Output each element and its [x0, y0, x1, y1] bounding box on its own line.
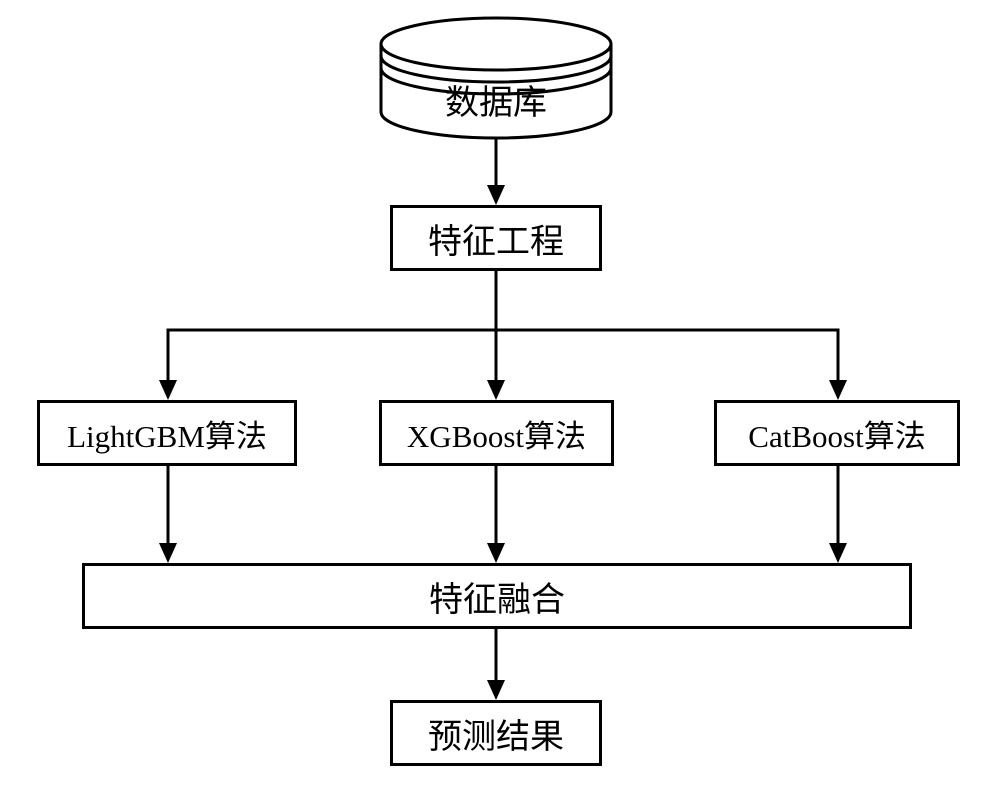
result-node: 预测结果	[390, 700, 602, 766]
xgboost-label: XGBoost算法	[407, 411, 586, 456]
catboost-node: CatBoost算法	[714, 400, 960, 466]
database-node: 数据库	[381, 60, 611, 138]
result-label: 预测结果	[428, 709, 564, 758]
lightgbm-node: LightGBM算法	[37, 400, 297, 466]
xgboost-node: XGBoost算法	[379, 400, 614, 466]
flowchart-canvas: 数据库 特征工程 LightGBM算法 XGBoost算法 CatBoost算法…	[0, 0, 1000, 788]
database-label: 数据库	[445, 75, 547, 124]
feature-eng-node: 特征工程	[390, 205, 602, 271]
feature-eng-label: 特征工程	[428, 214, 564, 263]
fusion-node: 特征融合	[82, 563, 912, 629]
fusion-label: 特征融合	[429, 572, 565, 621]
catboost-label: CatBoost算法	[748, 411, 925, 456]
lightgbm-label: LightGBM算法	[67, 411, 267, 456]
